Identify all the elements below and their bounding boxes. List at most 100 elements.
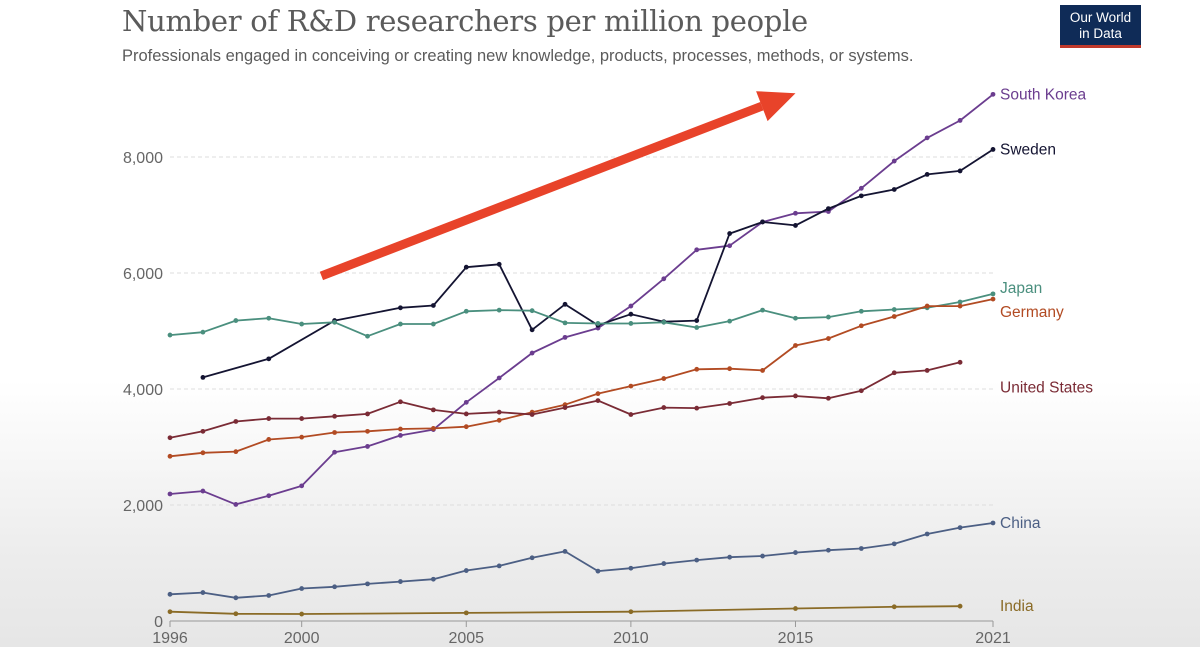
point-sweden[interactable] [793, 223, 798, 228]
point-sweden[interactable] [430, 303, 436, 308]
point-united-states[interactable] [760, 395, 765, 401]
point-united-states[interactable] [398, 399, 403, 405]
point-united-states[interactable] [200, 428, 206, 434]
point-japan[interactable] [562, 320, 568, 326]
point-japan[interactable] [299, 321, 305, 327]
point-china[interactable] [760, 553, 765, 559]
series-germany[interactable] [167, 296, 996, 459]
point-sweden[interactable] [562, 301, 568, 307]
point-japan[interactable] [365, 333, 370, 339]
point-sweden[interactable] [891, 187, 897, 192]
point-china[interactable] [299, 586, 305, 591]
point-united-states[interactable] [858, 388, 864, 394]
point-south-korea[interactable] [233, 502, 239, 507]
point-germany[interactable] [891, 314, 897, 319]
point-japan[interactable] [793, 315, 798, 321]
point-germany[interactable] [793, 343, 798, 348]
point-germany[interactable] [858, 323, 864, 329]
point-china[interactable] [200, 590, 206, 595]
point-south-korea[interactable] [299, 483, 305, 489]
point-south-korea[interactable] [167, 491, 173, 497]
point-china[interactable] [628, 565, 634, 571]
point-germany[interactable] [990, 296, 996, 302]
point-south-korea[interactable] [200, 488, 206, 494]
point-japan[interactable] [233, 318, 239, 323]
point-india[interactable] [628, 609, 634, 615]
point-united-states[interactable] [463, 411, 469, 417]
point-japan[interactable] [398, 321, 403, 327]
point-sweden[interactable] [924, 172, 930, 177]
point-china[interactable] [496, 563, 502, 569]
point-united-states[interactable] [924, 368, 930, 373]
point-japan[interactable] [529, 308, 535, 314]
point-sweden[interactable] [760, 219, 765, 225]
point-south-korea[interactable] [694, 247, 700, 253]
point-united-states[interactable] [562, 405, 568, 410]
point-united-states[interactable] [299, 416, 305, 421]
point-germany[interactable] [760, 368, 765, 373]
point-india[interactable] [891, 604, 897, 610]
point-south-korea[interactable] [891, 158, 897, 164]
point-sweden[interactable] [694, 318, 700, 323]
point-china[interactable] [727, 554, 733, 560]
point-united-states[interactable] [727, 401, 733, 406]
point-japan[interactable] [200, 329, 206, 335]
point-sweden[interactable] [990, 147, 996, 152]
point-japan[interactable] [760, 307, 765, 313]
point-united-states[interactable] [793, 393, 798, 399]
point-united-states[interactable] [628, 412, 634, 417]
point-china[interactable] [990, 520, 996, 526]
point-china[interactable] [924, 531, 930, 537]
point-united-states[interactable] [332, 413, 337, 419]
point-south-korea[interactable] [858, 185, 864, 191]
point-china[interactable] [398, 579, 403, 584]
point-china[interactable] [167, 591, 173, 597]
point-south-korea[interactable] [924, 135, 930, 141]
point-sweden[interactable] [957, 168, 963, 174]
point-south-korea[interactable] [562, 334, 568, 340]
point-japan[interactable] [858, 308, 864, 314]
point-japan[interactable] [694, 325, 700, 330]
point-india[interactable] [167, 609, 173, 615]
point-sweden[interactable] [628, 311, 634, 317]
point-japan[interactable] [957, 299, 963, 305]
point-japan[interactable] [332, 319, 337, 325]
point-germany[interactable] [233, 449, 239, 455]
point-japan[interactable] [266, 315, 272, 321]
point-sweden[interactable] [496, 261, 502, 267]
point-germany[interactable] [430, 426, 436, 431]
point-india[interactable] [299, 611, 305, 617]
point-united-states[interactable] [826, 395, 831, 401]
point-china[interactable] [826, 547, 831, 553]
point-japan[interactable] [463, 308, 469, 314]
series-sweden[interactable] [200, 147, 996, 380]
point-sweden[interactable] [200, 375, 206, 380]
point-china[interactable] [562, 549, 568, 554]
point-germany[interactable] [661, 376, 667, 381]
point-south-korea[interactable] [398, 433, 403, 438]
point-germany[interactable] [398, 426, 403, 432]
point-china[interactable] [661, 561, 667, 566]
point-japan[interactable] [628, 321, 634, 326]
point-china[interactable] [463, 568, 469, 573]
point-united-states[interactable] [233, 419, 239, 424]
point-united-states[interactable] [891, 370, 897, 376]
point-germany[interactable] [167, 453, 173, 459]
point-south-korea[interactable] [266, 493, 272, 499]
point-china[interactable] [891, 541, 897, 547]
point-india[interactable] [793, 606, 798, 611]
point-china[interactable] [233, 595, 239, 601]
point-united-states[interactable] [266, 416, 272, 421]
point-united-states[interactable] [595, 398, 601, 403]
point-japan[interactable] [496, 307, 502, 313]
point-germany[interactable] [299, 434, 305, 440]
point-south-korea[interactable] [793, 210, 798, 216]
point-sweden[interactable] [858, 193, 864, 199]
series-china[interactable] [167, 520, 996, 601]
series-south-korea[interactable] [167, 91, 996, 507]
point-germany[interactable] [463, 424, 469, 430]
point-south-korea[interactable] [529, 350, 535, 356]
point-china[interactable] [595, 568, 601, 574]
point-germany[interactable] [957, 303, 963, 309]
point-south-korea[interactable] [727, 243, 733, 249]
